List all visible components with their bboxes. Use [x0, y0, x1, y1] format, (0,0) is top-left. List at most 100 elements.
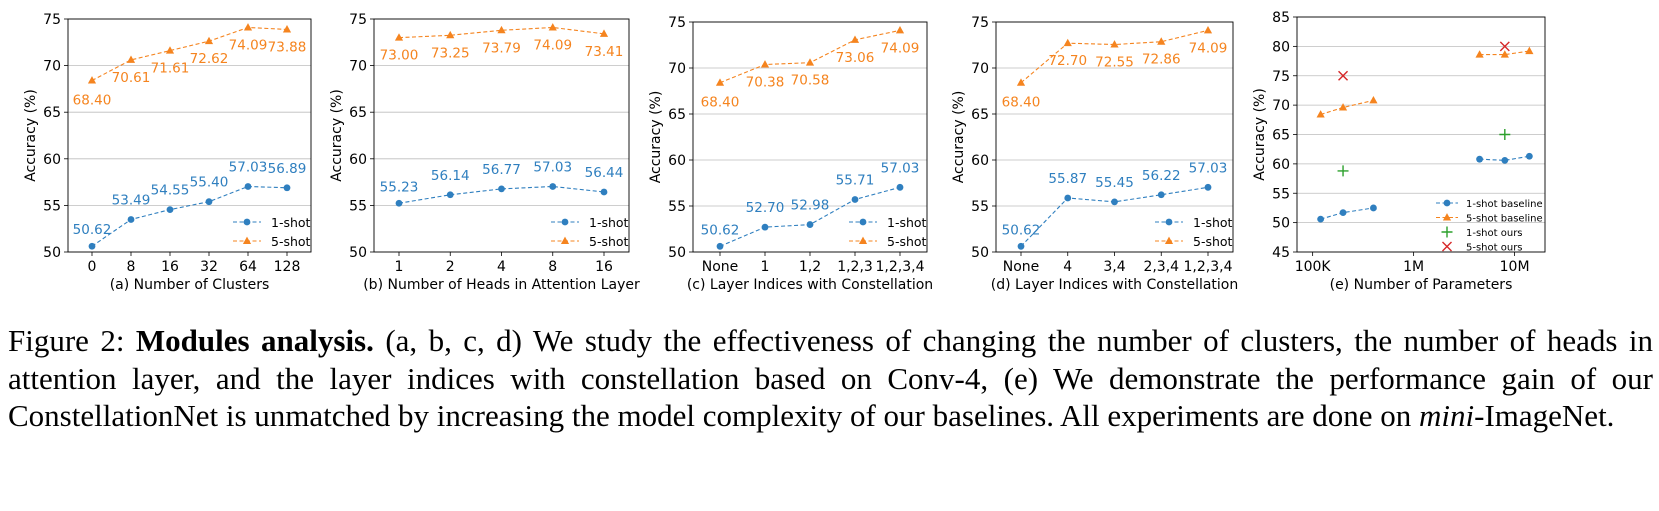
- data-label: 50.62: [1002, 222, 1041, 238]
- x-axis-label: (e) Number of Parameters: [1330, 277, 1513, 293]
- data-label: 55.45: [1095, 175, 1134, 191]
- data-point: [1317, 215, 1325, 223]
- x-tick-label: 10M: [1500, 259, 1530, 275]
- data-point: [395, 199, 403, 207]
- series-line-1-shot baseline: [1479, 155, 1530, 161]
- x-tick-label: None: [702, 259, 739, 275]
- legend-label: 5-shot: [589, 234, 629, 249]
- legend-marker: [243, 218, 251, 226]
- series-line-5-shot baseline: [1320, 99, 1374, 116]
- x-tick-label: 4: [497, 259, 506, 275]
- data-point: [243, 23, 253, 31]
- y-tick-label: 75: [668, 15, 686, 31]
- legend-label: 1-shot: [271, 215, 311, 230]
- x-tick-label: 2,3,4: [1143, 259, 1179, 275]
- plot-frame: [67, 18, 312, 253]
- legend-marker: [560, 236, 570, 244]
- data-label: 72.70: [1048, 53, 1087, 69]
- data-label: 74.09: [1189, 40, 1228, 56]
- data-point: [87, 76, 97, 84]
- data-label: 74.09: [533, 37, 572, 53]
- chart-panel-a: 50 55 60 65 70 75 0 8 16 32 64 128(a) Number of Clu…: [23, 12, 312, 293]
- data-point: [851, 196, 859, 203]
- data-point: [1499, 129, 1511, 140]
- caption-text-end: -ImageNet.: [1474, 398, 1615, 433]
- x-tick-label: 3,4: [1103, 259, 1125, 275]
- data-point: [1337, 165, 1349, 177]
- x-tick-label: 16: [161, 259, 179, 275]
- x-tick-label: 128: [274, 259, 301, 275]
- x-tick-label: 100K: [1295, 259, 1332, 275]
- y-tick-label: 85: [1272, 10, 1290, 26]
- y-tick-label: 70: [349, 59, 367, 75]
- y-tick-label: 75: [1272, 69, 1290, 85]
- legend-label: 1-shot ours: [1466, 228, 1523, 239]
- data-point: [1111, 198, 1118, 206]
- y-axis-label: Accuracy (%): [329, 89, 345, 182]
- x-tick-label: 2: [446, 259, 455, 275]
- data-point: [394, 33, 404, 41]
- legend-marker: [859, 218, 867, 226]
- data-point: [282, 25, 292, 33]
- data-point: [716, 242, 724, 250]
- data-label: 73.00: [380, 48, 419, 64]
- data-point: [1157, 191, 1165, 199]
- data-label: 50.62: [701, 222, 740, 238]
- data-point: [1525, 152, 1533, 160]
- y-axis-label: Accuracy (%): [1252, 88, 1268, 181]
- series-line-5-shot baseline: [1479, 50, 1530, 56]
- data-label: 55.87: [1048, 171, 1087, 187]
- y-tick-label: 65: [668, 107, 686, 123]
- data-point: [1016, 78, 1026, 86]
- data-label: 55.23: [380, 179, 419, 195]
- caption-text: (a, b, c, d) We study the effectiveness …: [8, 323, 1654, 433]
- plot-frame: [995, 21, 1234, 253]
- caption-label: Figure 2:: [8, 323, 125, 358]
- legend-marker: [242, 236, 252, 244]
- x-tick-label: 1: [395, 259, 404, 275]
- x-tick-label: 0: [88, 259, 97, 275]
- legend-label: 5-shot ours: [1466, 243, 1523, 254]
- y-tick-label: 60: [668, 153, 686, 169]
- plot-frame: [692, 21, 928, 253]
- data-point: [498, 185, 505, 193]
- data-point: [204, 36, 214, 45]
- data-point: [1476, 155, 1483, 163]
- data-label: 57.03: [881, 160, 920, 176]
- y-tick-label: 70: [1272, 98, 1290, 114]
- y-tick-label: 50: [1272, 216, 1290, 232]
- x-tick-label: 8: [127, 259, 136, 275]
- data-point: [1475, 50, 1484, 58]
- chart-panel-e: 45 50 55 60 65 70 75 80 85 100K 1M 10M (e) Number of…: [1252, 10, 1546, 293]
- data-point: [761, 223, 769, 231]
- data-label: 57.03: [229, 159, 268, 175]
- legend-label: 1-shot: [887, 215, 927, 230]
- data-label: 74.09: [881, 40, 920, 56]
- y-tick-label: 50: [668, 245, 686, 261]
- x-tick-label: 1,2,3,4: [1184, 259, 1233, 275]
- y-axis-label: Accuracy (%): [951, 91, 967, 184]
- data-label: 73.06: [836, 50, 875, 66]
- series-line-5-shot: [398, 26, 605, 39]
- data-point: [497, 25, 506, 34]
- y-tick-label: 55: [668, 199, 686, 215]
- y-tick-label: 60: [43, 152, 61, 168]
- data-point: [805, 58, 815, 66]
- data-point: [165, 46, 175, 54]
- data-label: 55.40: [190, 175, 229, 191]
- data-label: 50.62: [73, 222, 112, 238]
- chart-panel-b: 50 55 60 65 70 75 1 2 4 8 16 (b) Number of Heads in…: [329, 12, 640, 293]
- legend-label: 5-shot: [887, 234, 927, 249]
- data-point: [1204, 183, 1212, 191]
- data-point: [1525, 46, 1534, 55]
- y-axis-label: Accuracy (%): [648, 91, 664, 184]
- legend-marker: [1443, 199, 1451, 207]
- x-tick-label: None: [1003, 259, 1040, 275]
- data-point: [1316, 110, 1325, 118]
- data-point: [548, 23, 557, 31]
- caption-italic: mini: [1419, 398, 1475, 433]
- x-tick-label: 4: [1063, 259, 1072, 275]
- x-tick-label: 1M: [1403, 259, 1424, 275]
- y-tick-label: 75: [43, 12, 61, 28]
